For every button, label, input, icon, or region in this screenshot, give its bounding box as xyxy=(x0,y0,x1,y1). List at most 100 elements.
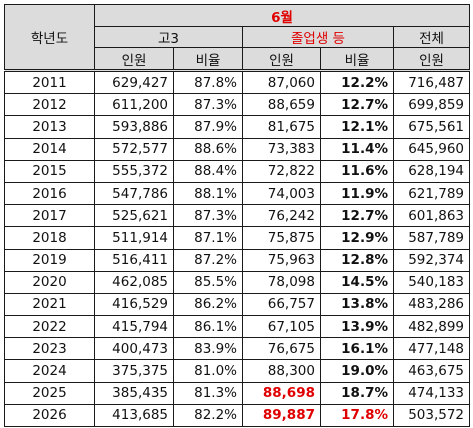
header-year: 학년도 xyxy=(4,4,95,71)
g3-people-cell: 415,794 xyxy=(94,315,174,339)
g3-ratio-cell: 87.1% xyxy=(173,226,243,250)
grad-ratio-cell: 11.4% xyxy=(320,137,394,161)
g3-people-cell: 555,372 xyxy=(94,159,174,183)
header-g3-people: 인원 xyxy=(94,47,174,71)
table-row: 2022 415,794 86.1% 67,105 13.9% 482,899 xyxy=(4,315,471,339)
g3-people-cell: 572,577 xyxy=(94,137,174,161)
table-row: 2016 547,786 88.1% 74,003 11.9% 621,789 xyxy=(4,181,471,206)
g3-people-cell: 547,786 xyxy=(94,181,174,206)
grad-people-cell: 87,060 xyxy=(242,68,321,95)
grad-ratio-cell: 12.9% xyxy=(320,226,394,250)
g3-ratio-cell: 86.1% xyxy=(173,315,243,339)
table-row: 2013 593,886 87.9% 81,675 12.1% 675,561 xyxy=(4,115,471,139)
grad-people-cell: 73,383 xyxy=(242,137,321,161)
g3-people-cell: 525,621 xyxy=(94,204,174,228)
table-row: 2021 416,529 86.2% 66,757 13.8% 483,286 xyxy=(4,292,471,317)
g3-ratio-cell: 86.2% xyxy=(173,292,243,317)
g3-ratio-cell: 82.2% xyxy=(173,403,243,428)
g3-ratio-cell: 81.3% xyxy=(173,381,243,405)
grad-ratio-cell: 11.6% xyxy=(320,159,394,183)
grad-ratio-cell: 13.8% xyxy=(320,292,394,317)
grad-people-cell: 74,003 xyxy=(242,181,321,206)
grad-people-cell: 88,300 xyxy=(242,359,321,383)
grad-people-cell: 88,698 xyxy=(242,381,321,405)
total-people-cell: 483,286 xyxy=(392,292,471,317)
table-row: 2014 572,577 88.6% 73,383 11.4% 645,960 xyxy=(4,137,471,161)
total-people-cell: 540,183 xyxy=(392,270,471,294)
g3-ratio-cell: 85.5% xyxy=(173,270,243,294)
year-cell: 2021 xyxy=(4,292,95,317)
header-grad-people: 인원 xyxy=(242,47,321,71)
grad-people-cell: 81,675 xyxy=(242,115,321,139)
table-row: 2015 555,372 88.4% 72,822 11.6% 628,194 xyxy=(4,159,471,183)
grad-people-cell: 66,757 xyxy=(242,292,321,317)
grad-people-cell: 75,875 xyxy=(242,226,321,250)
grad-ratio-cell: 12.2% xyxy=(320,68,394,95)
year-cell: 2012 xyxy=(4,93,95,117)
grad-ratio-cell: 12.1% xyxy=(320,115,394,139)
g3-ratio-cell: 87.8% xyxy=(173,68,243,95)
grad-ratio-cell: 13.9% xyxy=(320,315,394,339)
grad-ratio-cell: 12.7% xyxy=(320,204,394,228)
year-cell: 2025 xyxy=(4,381,95,405)
g3-ratio-cell: 81.0% xyxy=(173,359,243,383)
grad-people-cell: 76,242 xyxy=(242,204,321,228)
total-people-cell: 477,148 xyxy=(392,337,471,361)
table-row: 2026 413,685 82.2% 89,887 17.8% 503,572 xyxy=(4,403,471,428)
grad-people-cell: 78,098 xyxy=(242,270,321,294)
grad-people-cell: 76,675 xyxy=(242,337,321,361)
year-cell: 2022 xyxy=(4,315,95,339)
table-row: 2020 462,085 85.5% 78,098 14.5% 540,183 xyxy=(4,270,471,294)
g3-ratio-cell: 87.9% xyxy=(173,115,243,139)
header-month: 6월 xyxy=(93,4,471,27)
year-cell: 2020 xyxy=(4,270,95,294)
year-cell: 2019 xyxy=(4,248,95,272)
total-people-cell: 645,960 xyxy=(392,137,471,161)
total-people-cell: 628,194 xyxy=(392,159,471,183)
total-people-cell: 503,572 xyxy=(392,403,471,428)
year-cell: 2018 xyxy=(4,226,95,250)
grad-people-cell: 67,105 xyxy=(242,315,321,339)
g3-ratio-cell: 87.3% xyxy=(173,204,243,228)
total-people-cell: 482,899 xyxy=(392,315,471,339)
g3-people-cell: 629,427 xyxy=(94,68,174,95)
grad-ratio-cell: 19.0% xyxy=(320,359,394,383)
total-people-cell: 699,859 xyxy=(392,93,471,117)
total-people-cell: 463,675 xyxy=(392,359,471,383)
g3-people-cell: 516,411 xyxy=(94,248,174,272)
grad-ratio-cell: 11.9% xyxy=(320,181,394,206)
header-group-graduates: 졸업생 등 xyxy=(242,26,394,48)
g3-people-cell: 511,914 xyxy=(94,226,174,250)
year-cell: 2016 xyxy=(4,181,95,206)
g3-ratio-cell: 88.1% xyxy=(173,181,243,206)
grad-ratio-cell: 12.7% xyxy=(320,93,394,117)
total-people-cell: 675,561 xyxy=(392,115,471,139)
year-cell: 2023 xyxy=(4,337,95,361)
header-grad-ratio: 비율 xyxy=(320,47,394,71)
table-row: 2017 525,621 87.3% 76,242 12.7% 601,863 xyxy=(4,204,471,228)
total-people-cell: 601,863 xyxy=(392,204,471,228)
table-body: 2011 629,427 87.8% 87,060 12.2% 716,487 2012 61… xyxy=(4,68,471,428)
table-row: 2018 511,914 87.1% 75,875 12.9% 587,789 xyxy=(4,226,471,250)
grad-people-cell: 72,822 xyxy=(242,159,321,183)
total-people-cell: 474,133 xyxy=(392,381,471,405)
year-cell: 2013 xyxy=(4,115,95,139)
g3-people-cell: 375,375 xyxy=(94,359,174,383)
total-people-cell: 621,789 xyxy=(392,181,471,206)
total-people-cell: 592,374 xyxy=(392,248,471,272)
g3-ratio-cell: 88.6% xyxy=(173,137,243,161)
g3-ratio-cell: 83.9% xyxy=(173,337,243,361)
table-row: 2025 385,435 81.3% 88,698 18.7% 474,133 xyxy=(4,381,471,405)
total-people-cell: 716,487 xyxy=(392,68,471,95)
table-row: 2023 400,473 83.9% 76,675 16.1% 477,148 xyxy=(4,337,471,361)
g3-people-cell: 416,529 xyxy=(94,292,174,317)
year-cell: 2011 xyxy=(4,68,95,95)
header-group-g3: 고3 xyxy=(94,26,243,48)
g3-people-cell: 611,200 xyxy=(94,93,174,117)
total-people-cell: 587,789 xyxy=(392,226,471,250)
stats-table-container: 학년도 6월 고3 졸업생 등 전체 인원 비율 인원 비율 인원 2011 62… xyxy=(4,4,471,428)
table-row: 2019 516,411 87.2% 75,963 12.8% 592,374 xyxy=(4,248,471,272)
table-row: 2011 629,427 87.8% 87,060 12.2% 716,487 xyxy=(4,68,471,95)
g3-people-cell: 400,473 xyxy=(94,337,174,361)
header-g3-ratio: 비율 xyxy=(173,47,243,71)
